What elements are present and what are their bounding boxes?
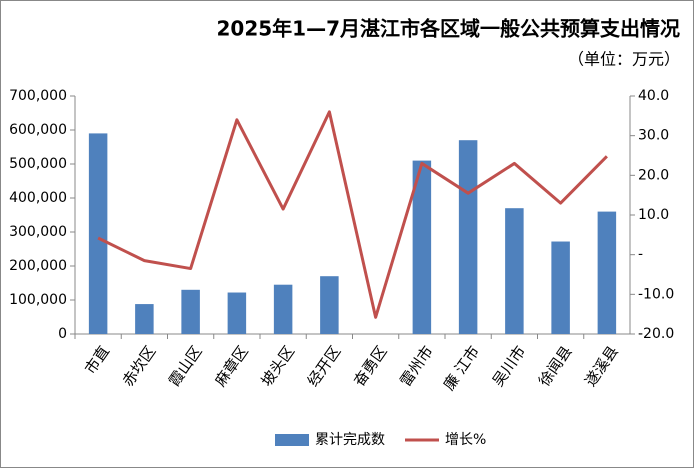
bar (320, 276, 339, 334)
bar (181, 289, 200, 334)
y-tick-label: 100,000 (9, 292, 67, 308)
bar (505, 208, 524, 334)
y2-tick-label: 20.0 (638, 167, 669, 183)
chart-title: 2025年1—7月湛江市各区域一般公共预算支出情况 (217, 17, 681, 41)
y-tick-label: 200,000 (9, 258, 67, 274)
legend-label: 增长% (445, 432, 486, 448)
y2-tick-label: 30.0 (638, 128, 669, 144)
y-tick-label: 500,000 (9, 156, 67, 172)
bar (551, 241, 570, 334)
bar (88, 133, 108, 334)
chart-subtitle: （单位：万元） (568, 50, 680, 69)
y2-tick-label: 10.0 (638, 207, 669, 223)
bar (597, 211, 617, 334)
y-tick-label: 300,000 (9, 224, 67, 240)
bar (227, 292, 247, 334)
legend-label: 累计完成数 (315, 432, 385, 448)
bar (135, 304, 154, 334)
y-tick-label: 400,000 (9, 190, 67, 206)
bar (458, 140, 478, 334)
y2-tick-label: 40.0 (638, 88, 669, 104)
y2-tick-label: - (638, 247, 643, 263)
line (97, 110, 608, 319)
y-tick-label: 700,000 (9, 88, 67, 104)
y2-tick-label: -10.0 (638, 286, 674, 302)
legend-swatch (275, 434, 309, 446)
bar (273, 284, 293, 334)
y-tick-label: 0 (58, 326, 67, 342)
bar (412, 160, 432, 334)
y2-tick-label: -20.0 (638, 326, 674, 342)
y-tick-label: 600,000 (9, 122, 67, 138)
